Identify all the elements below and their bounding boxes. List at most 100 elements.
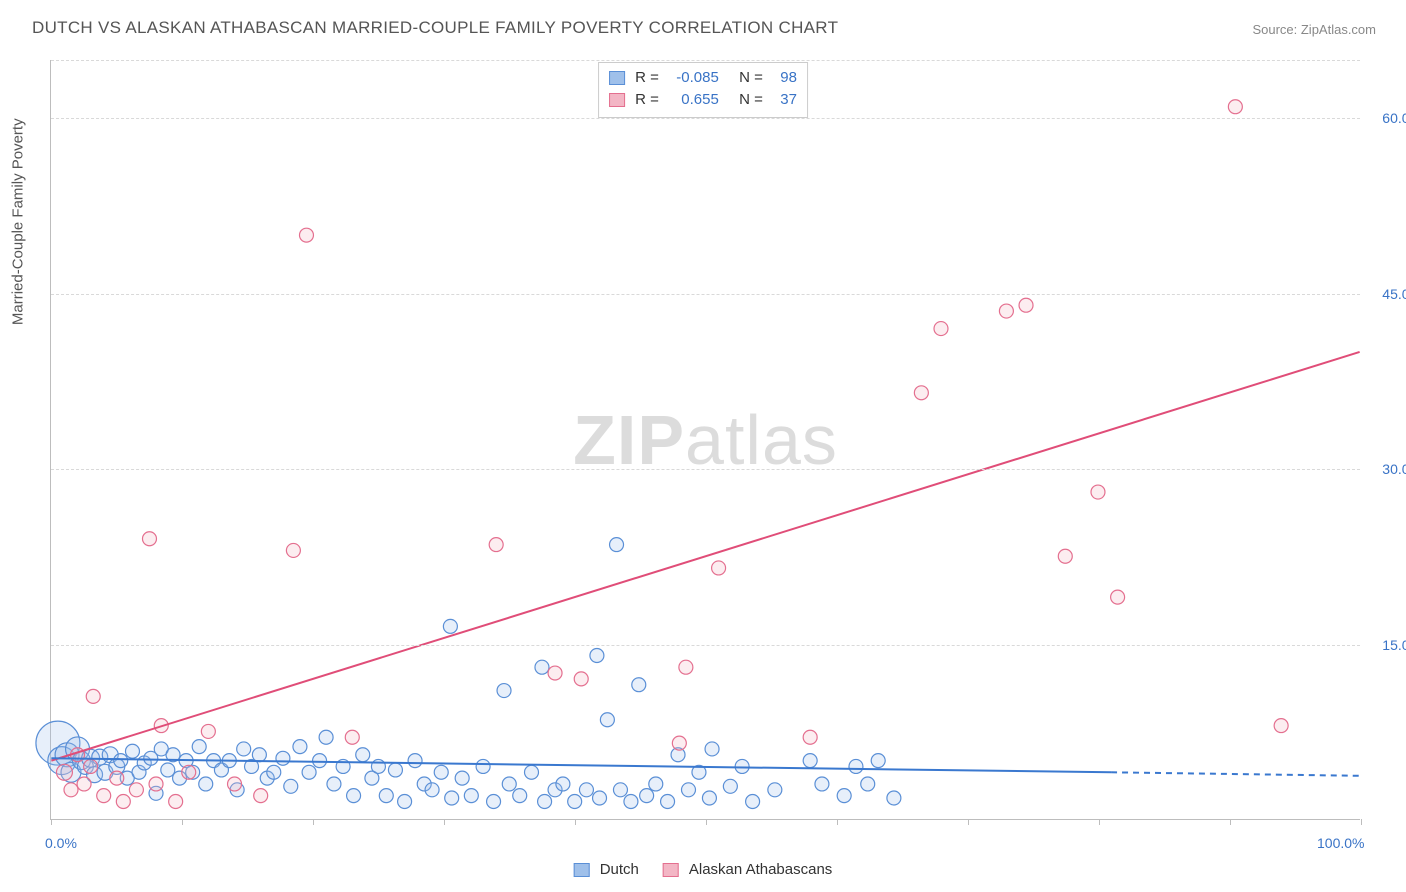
source-link[interactable]: ZipAtlas.com	[1301, 22, 1376, 37]
x-tick	[1230, 819, 1231, 825]
gridline	[51, 294, 1360, 295]
x-tick	[575, 819, 576, 825]
data-point	[538, 794, 552, 808]
x-tick-label: 100.0%	[1317, 835, 1364, 851]
data-point	[114, 754, 128, 768]
data-point	[934, 322, 948, 336]
r-label-athabascan: R =	[635, 89, 659, 111]
legend-item-dutch: Dutch	[574, 861, 639, 878]
data-point	[556, 777, 570, 791]
data-point	[568, 794, 582, 808]
source-prefix: Source:	[1252, 22, 1300, 37]
data-point	[56, 764, 72, 780]
data-point	[388, 763, 402, 777]
data-point	[398, 794, 412, 808]
data-point	[276, 751, 290, 765]
legend-label-athabascan: Alaskan Athabascans	[689, 861, 832, 878]
r-value-athabascan: 0.655	[665, 89, 719, 111]
data-point	[640, 789, 654, 803]
data-point	[487, 794, 501, 808]
data-point	[679, 660, 693, 674]
data-point	[408, 754, 422, 768]
x-tick	[444, 819, 445, 825]
data-point	[299, 228, 313, 242]
data-point	[445, 791, 459, 805]
data-point	[110, 771, 124, 785]
r-value-dutch: -0.085	[665, 67, 719, 89]
data-point	[267, 765, 281, 779]
data-point	[327, 777, 341, 791]
data-point	[525, 765, 539, 779]
data-point	[455, 771, 469, 785]
data-point	[1111, 590, 1125, 604]
data-point	[914, 386, 928, 400]
stats-row-dutch: R = -0.085 N = 98	[609, 67, 797, 89]
data-point	[252, 748, 266, 762]
data-point	[999, 304, 1013, 318]
data-point	[871, 754, 885, 768]
x-tick	[837, 819, 838, 825]
chart-title: DUTCH VS ALASKAN ATHABASCAN MARRIED-COUP…	[32, 18, 838, 38]
data-point	[579, 783, 593, 797]
data-point	[228, 777, 242, 791]
data-point	[1274, 719, 1288, 733]
data-point	[142, 532, 156, 546]
data-point	[548, 666, 562, 680]
data-point	[723, 779, 737, 793]
data-point	[237, 742, 251, 756]
data-point	[97, 789, 111, 803]
data-point	[1228, 100, 1242, 114]
data-point	[1019, 298, 1033, 312]
data-point	[129, 783, 143, 797]
data-point	[712, 561, 726, 575]
data-point	[125, 744, 139, 758]
data-point	[613, 783, 627, 797]
data-point	[149, 777, 163, 791]
stats-legend: R = -0.085 N = 98 R = 0.655 N = 37	[598, 62, 808, 118]
data-point	[632, 678, 646, 692]
data-point	[746, 794, 760, 808]
data-point	[502, 777, 516, 791]
data-point	[379, 789, 393, 803]
trend-line	[1111, 772, 1360, 776]
data-point	[849, 759, 863, 773]
data-point	[293, 740, 307, 754]
data-point	[768, 783, 782, 797]
data-point	[201, 724, 215, 738]
data-point	[649, 777, 663, 791]
n-value-athabascan: 37	[769, 89, 797, 111]
source-credit: Source: ZipAtlas.com	[1252, 22, 1376, 37]
data-point	[464, 789, 478, 803]
data-point	[284, 779, 298, 793]
data-point	[302, 765, 316, 779]
n-label-dutch: N =	[739, 67, 763, 89]
gridline	[51, 118, 1360, 119]
data-point	[313, 754, 327, 768]
data-point	[86, 689, 100, 703]
data-point	[345, 730, 359, 744]
swatch-athabascan	[609, 93, 625, 107]
data-point	[169, 794, 183, 808]
trend-line	[51, 352, 1359, 761]
y-tick-label: 45.0%	[1382, 286, 1406, 302]
data-point	[77, 777, 91, 791]
data-point	[84, 759, 98, 773]
data-point	[64, 783, 78, 797]
x-tick	[182, 819, 183, 825]
data-point	[803, 730, 817, 744]
data-point	[161, 763, 175, 777]
data-point	[593, 791, 607, 805]
data-point	[319, 730, 333, 744]
n-label-athabascan: N =	[739, 89, 763, 111]
data-point	[887, 791, 901, 805]
data-point	[705, 742, 719, 756]
x-tick	[706, 819, 707, 825]
data-point	[815, 777, 829, 791]
data-point	[182, 765, 196, 779]
data-point	[497, 684, 511, 698]
x-tick	[968, 819, 969, 825]
data-point	[199, 777, 213, 791]
r-label-dutch: R =	[635, 67, 659, 89]
data-point	[861, 777, 875, 791]
data-point	[837, 789, 851, 803]
